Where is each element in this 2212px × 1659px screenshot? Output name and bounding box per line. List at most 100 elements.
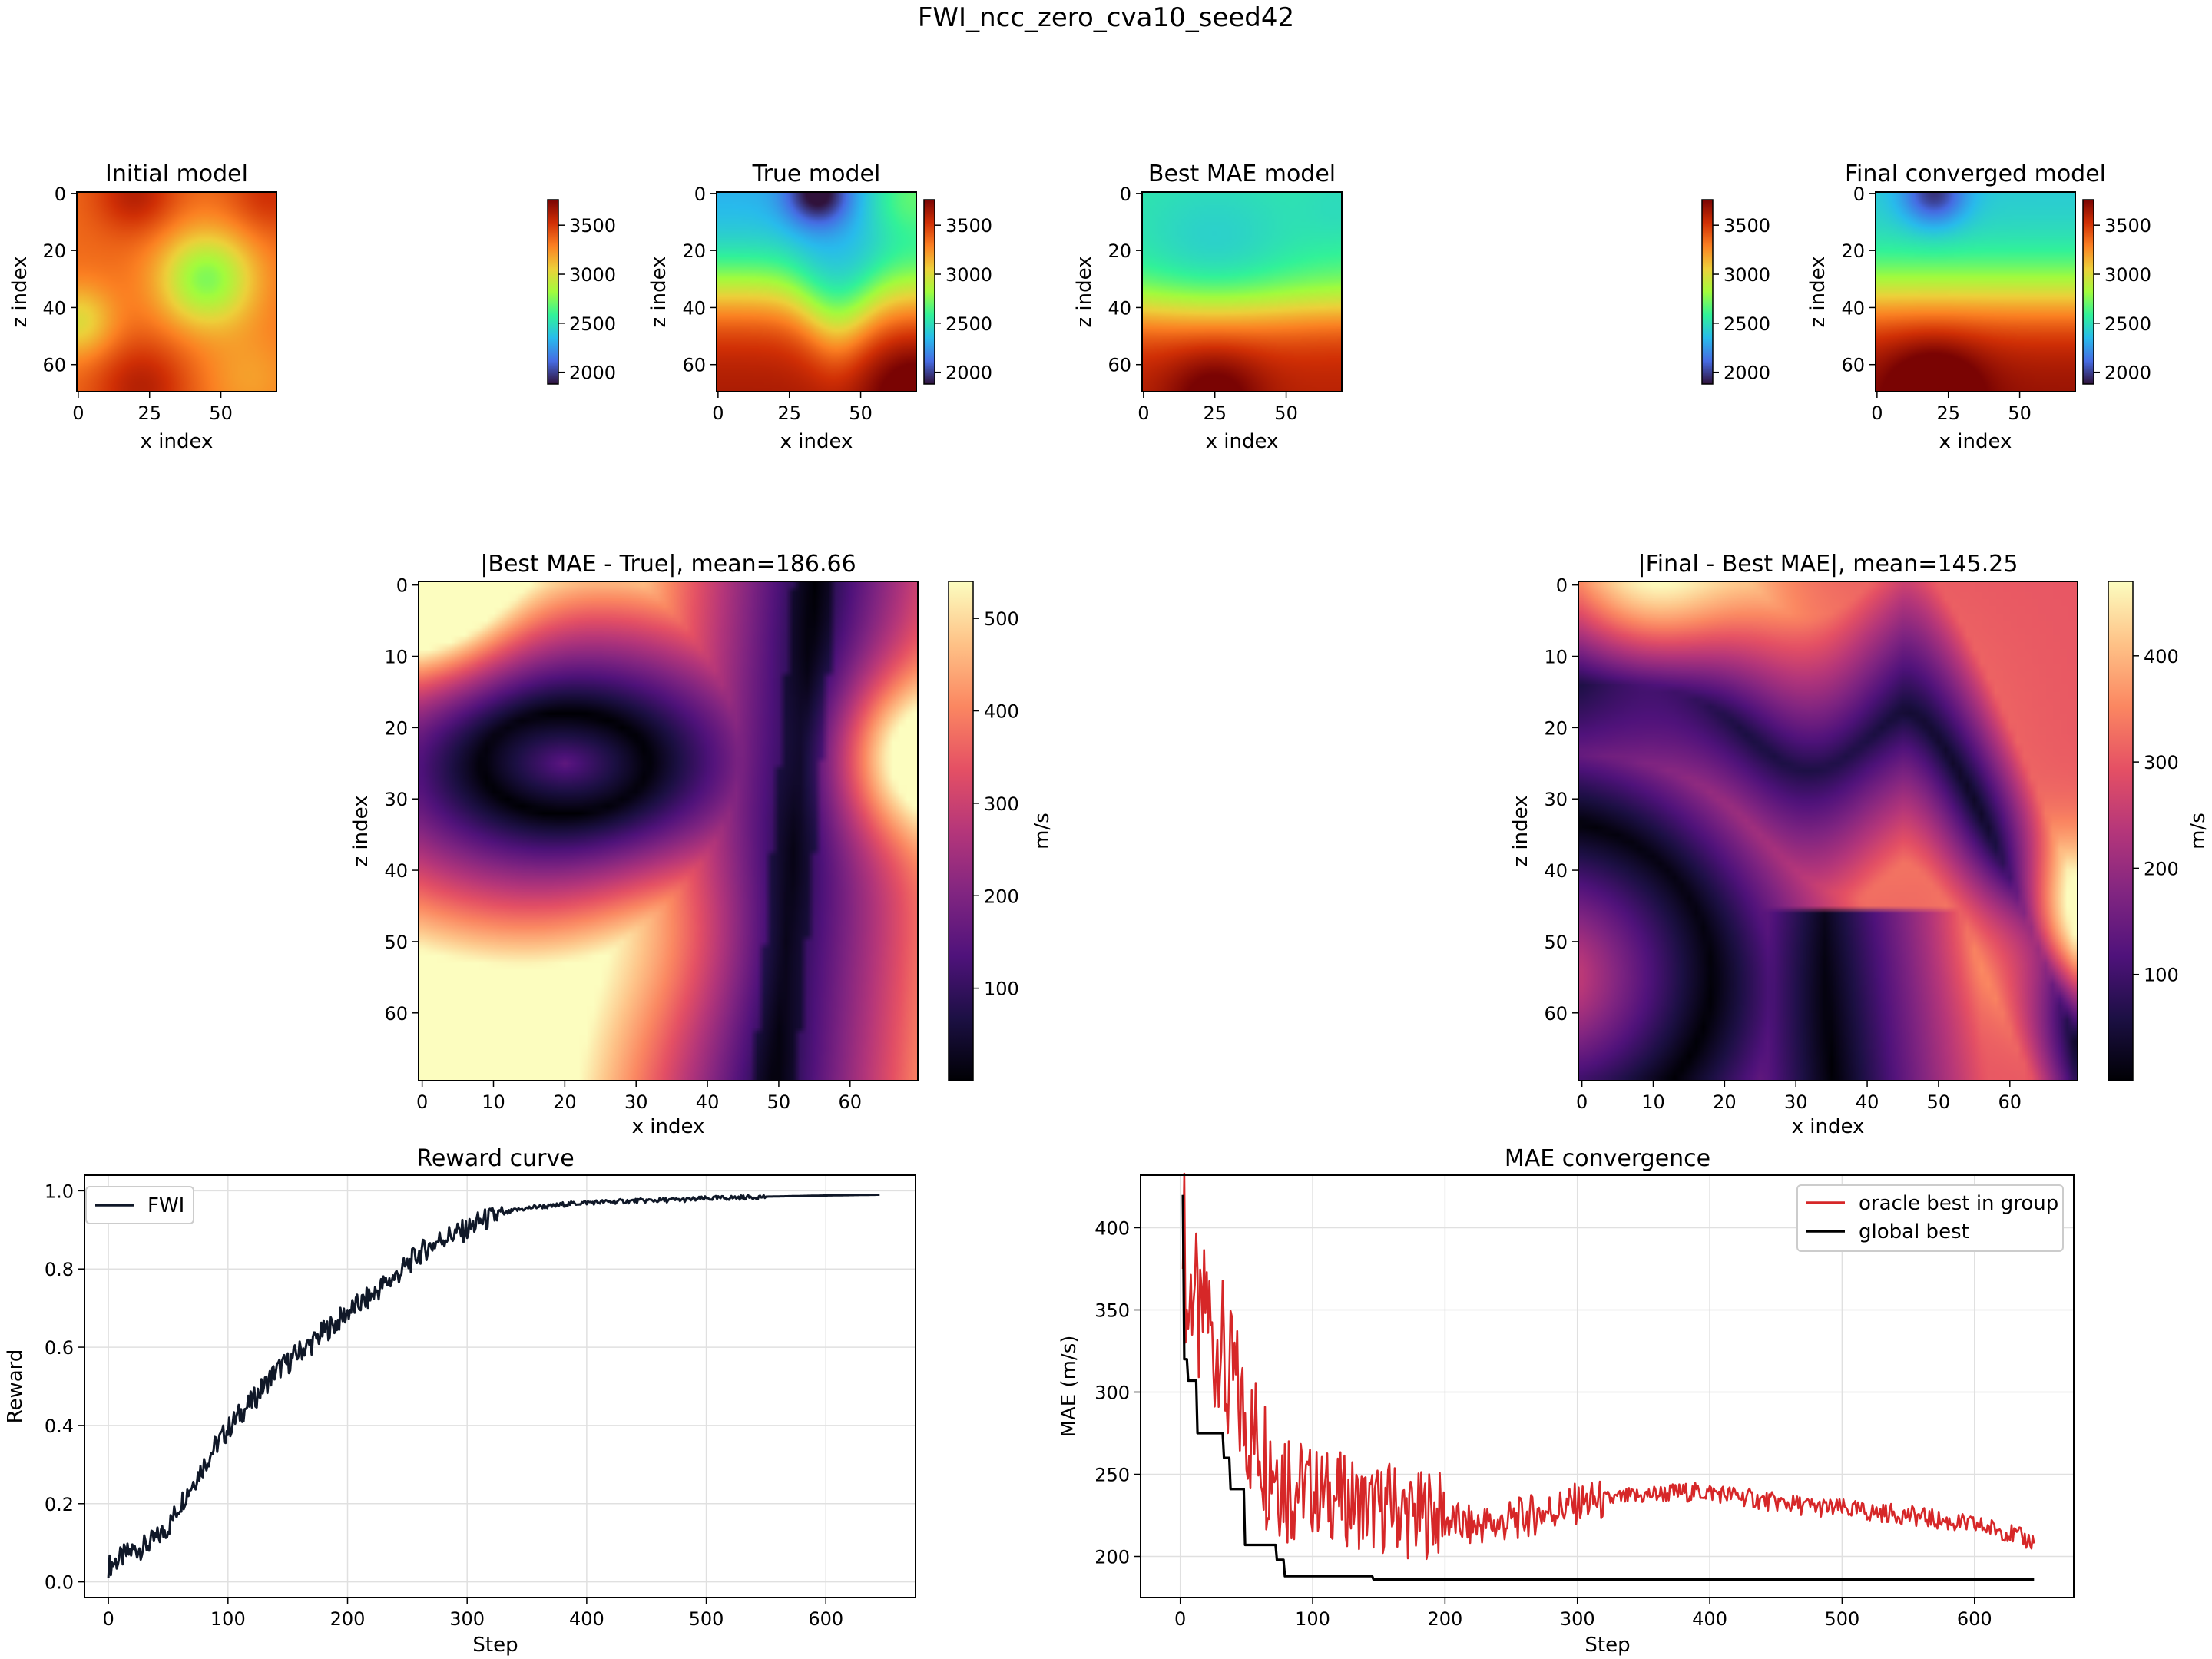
y-tick-label: 40 (1108, 297, 1131, 319)
y-tick-label: 20 (1544, 717, 1568, 739)
initial-model-heatmap (77, 192, 276, 392)
diff-final-best-ylabel: z index (1509, 795, 1532, 866)
x-tick-label: 25 (777, 402, 801, 424)
diff-best-true-yticks: 0 10 20 30 40 50 60 (384, 575, 419, 1025)
final-model-xlabel: x index (1939, 430, 2012, 453)
y-tick-label: 60 (1108, 355, 1131, 376)
y-tick-label: 20 (682, 240, 706, 262)
reward-chart-legend: FWI (85, 1186, 194, 1224)
mae-chart-title: MAE convergence (1505, 1145, 1710, 1172)
diff-best-true-ylabel: z index (349, 795, 373, 866)
final-model-xticks: 0 25 50 (1871, 392, 2032, 424)
final-model-ylabel: z index (1806, 256, 1830, 327)
y-tick-label: 250 (1094, 1464, 1130, 1485)
true-model-title: True model (752, 161, 881, 187)
panel-best-model: Best MAE model 0 25 50 0 20 40 60 x index z i… (1073, 161, 1343, 453)
y-tick-label: 50 (384, 932, 408, 953)
diff-best-true-colorbar-label: m/s (1031, 813, 1054, 849)
y-tick-label: 40 (1544, 860, 1568, 882)
final-model-yticks: 0 20 40 60 (1841, 184, 1876, 376)
x-tick-label: 500 (689, 1608, 724, 1630)
y-tick-label: 30 (1544, 789, 1568, 810)
x-tick-label: 50 (767, 1091, 791, 1113)
x-tick-label: 300 (449, 1608, 485, 1630)
true-model-yticks: 0 20 40 60 (682, 184, 717, 376)
best-model-frame (1141, 191, 1343, 392)
y-tick-label: 0.8 (45, 1259, 74, 1280)
diff-best-true-heatmap (419, 581, 918, 1081)
panel-diff-best-true: |Best MAE - True|, mean=186.66 0 10 20 30 40… (349, 551, 1054, 1138)
reward-chart-frame (84, 1174, 916, 1598)
diff-final-best-xlabel: x index (1792, 1115, 1865, 1138)
reward-legend-label-fwi: FWI (147, 1194, 184, 1217)
colorbar-tick-label: 200 (2144, 858, 2179, 879)
y-tick-label: 0 (396, 575, 408, 597)
x-tick-label: 100 (1295, 1608, 1330, 1630)
colorbar-velocity-3-ticks: 3500 3000 2500 2000 (1713, 215, 1770, 384)
mae-legend-label-global: global best (1859, 1220, 1969, 1243)
x-tick-label: 0 (1576, 1091, 1588, 1113)
y-tick-label: 0 (1556, 575, 1568, 597)
diff-best-true-colorbar (948, 581, 974, 1081)
x-tick-label: 0 (72, 402, 84, 424)
true-model-ylabel: z index (647, 256, 671, 327)
y-tick-label: 300 (1094, 1382, 1130, 1403)
reward-chart-xlabel: Step (472, 1634, 518, 1657)
panel-diff-final-best: |Final - Best MAE|, mean=145.25 0 10 20 30 4… (1509, 551, 2210, 1138)
y-tick-label: 60 (42, 355, 66, 376)
colorbar-tick-label: 2500 (1724, 313, 1770, 335)
y-tick-label: 40 (384, 860, 408, 882)
x-tick-label: 50 (209, 402, 233, 424)
colorbar-velocity-2: 3500 3000 2500 2000 (923, 199, 992, 385)
y-tick-label: 400 (1094, 1217, 1130, 1239)
diff-final-best-heatmap (1578, 581, 2078, 1081)
diff-best-true-xticks: 0 10 20 30 40 50 60 (416, 1081, 862, 1113)
y-tick-label: 40 (1841, 297, 1865, 319)
colorbar-tick-label: 100 (984, 979, 1019, 1000)
y-tick-label: 0 (694, 184, 706, 205)
x-tick-label: 40 (696, 1091, 720, 1113)
mae-chart-xlabel: Step (1584, 1634, 1630, 1657)
panel-initial-model: Initial model 0 25 50 0 20 40 60 x index z in… (8, 161, 277, 453)
colorbar-tick-label: 2000 (2104, 363, 2151, 384)
diff-final-best-title: |Final - Best MAE|, mean=145.25 (1638, 551, 2018, 578)
reward-curve-chart: Reward curve 0 100 200 300 400 500 600 0.0 0.2 0.… (4, 1145, 916, 1657)
colorbar-tick-label: 400 (2144, 646, 2179, 667)
diff-best-true-frame (418, 581, 919, 1081)
y-tick-label: 40 (42, 297, 66, 319)
colorbar-velocity-1-ticks: 3500 3000 2500 2000 (558, 215, 616, 384)
y-tick-label: 0.6 (45, 1337, 74, 1359)
diff-best-true-xlabel: x index (632, 1115, 705, 1138)
x-tick-label: 0 (1137, 402, 1149, 424)
best-model-ylabel: z index (1073, 256, 1096, 327)
y-tick-label: 60 (682, 355, 706, 376)
colorbar-tick-label: 3000 (1724, 264, 1770, 286)
y-tick-label: 40 (682, 297, 706, 319)
final-model-heatmap (1876, 192, 2075, 392)
colorbar-tick-label: 2500 (569, 313, 616, 335)
y-tick-label: 30 (384, 789, 408, 810)
y-tick-label: 0.4 (45, 1416, 74, 1437)
diff-final-best-yticks: 0 10 20 30 40 50 60 (1544, 575, 1578, 1025)
y-tick-label: 10 (1544, 647, 1568, 668)
x-tick-label: 600 (1957, 1608, 1992, 1630)
x-tick-label: 60 (839, 1091, 863, 1113)
best-model-yticks: 0 20 40 60 (1108, 184, 1142, 376)
y-tick-label: 20 (384, 717, 408, 739)
true-model-xlabel: x index (780, 430, 853, 453)
best-model-xticks: 0 25 50 (1137, 392, 1298, 424)
x-tick-label: 500 (1824, 1608, 1859, 1630)
colorbar-tick-label: 3000 (2104, 264, 2151, 286)
y-tick-label: 0.2 (45, 1494, 74, 1515)
reward-chart-ylabel: Reward (4, 1349, 27, 1424)
mae-chart-series (1181, 1172, 2035, 1581)
diff-final-best-colorbar (2108, 581, 2134, 1081)
diff-best-true-title: |Best MAE - True|, mean=186.66 (480, 551, 856, 578)
true-model-frame (716, 191, 917, 392)
x-tick-label: 50 (2008, 402, 2032, 424)
x-tick-label: 25 (1936, 402, 1960, 424)
colorbar-tick-label: 2000 (1724, 363, 1770, 384)
true-model-xticks: 0 25 50 (712, 392, 873, 424)
colorbar-velocity-4-ticks: 3500 3000 2500 2000 (2094, 215, 2151, 384)
best-model-xlabel: x index (1206, 430, 1279, 453)
